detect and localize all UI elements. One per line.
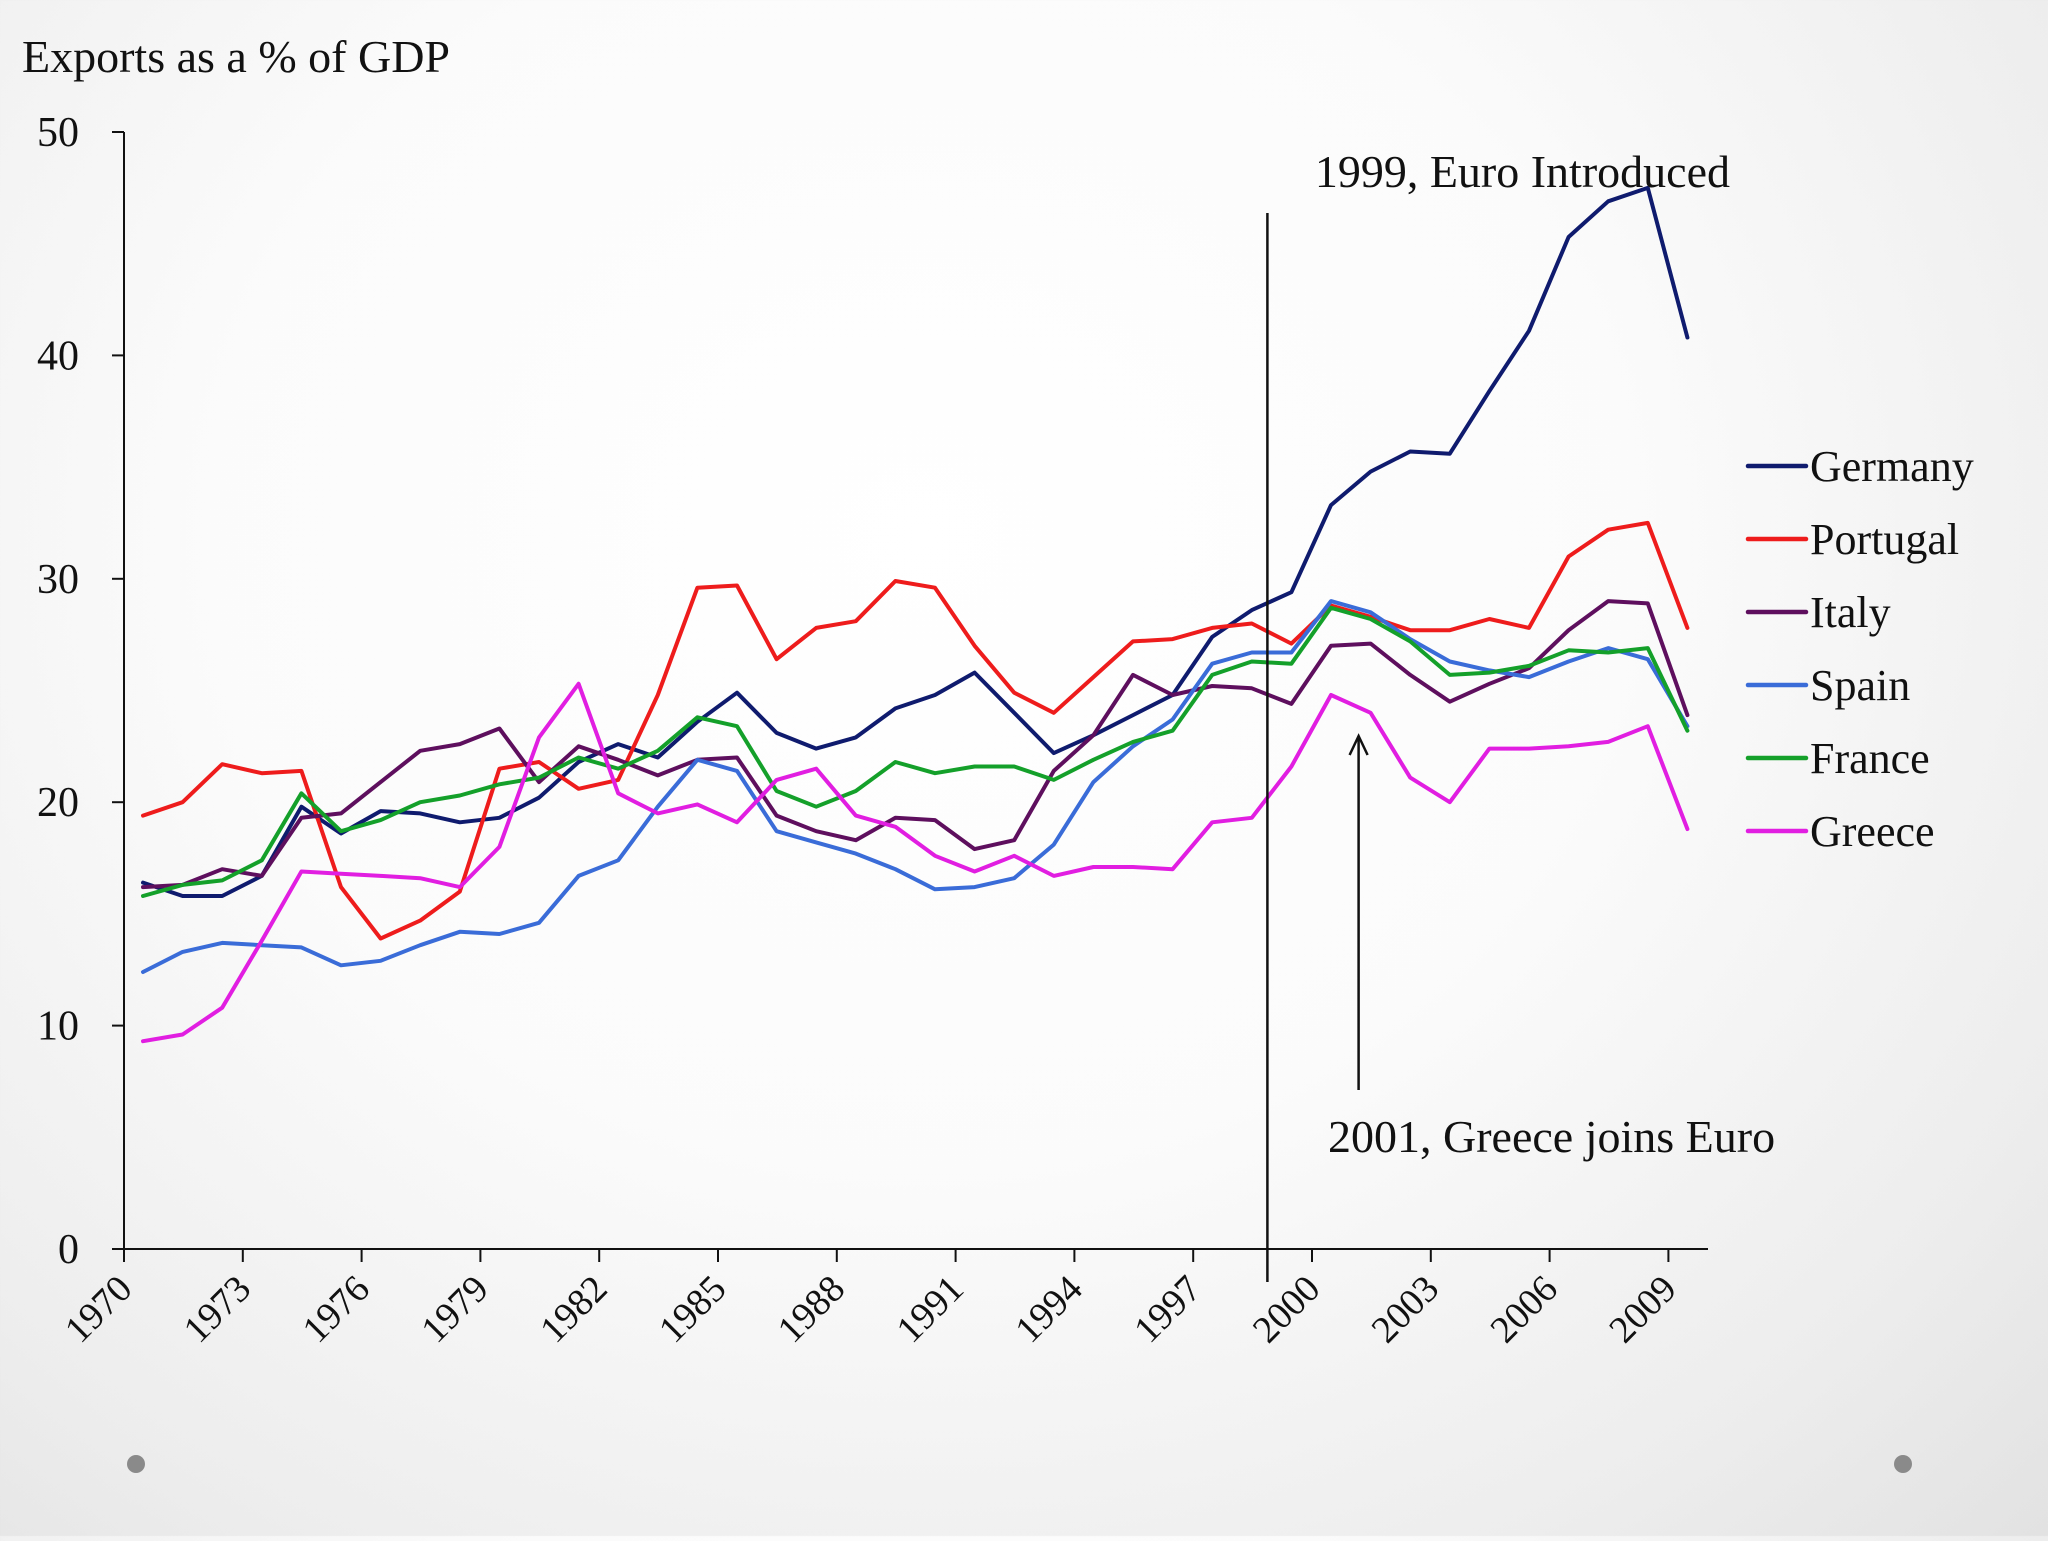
y-axis: 0 10 20 30 40 50 xyxy=(37,110,125,1273)
series-line-spain xyxy=(141,599,1690,974)
chart-title: Exports as a % of GDP xyxy=(22,31,450,82)
legend-label-france: France xyxy=(1810,734,1930,783)
legend-label-greece: Greece xyxy=(1810,807,1935,856)
series-line-france xyxy=(141,605,1690,898)
greece-joins-arrowhead xyxy=(1348,733,1369,756)
legend-label-spain: Spain xyxy=(1810,661,1910,710)
slide-bullet-left xyxy=(127,1455,145,1473)
x-tick-label: 1988 xyxy=(770,1268,853,1351)
legend-label-italy: Italy xyxy=(1810,588,1891,637)
x-axis: 1970 1973 1976 1979 1982 1985 1988 1991 1994 1997… xyxy=(57,1248,1708,1351)
y-tick-label: 10 xyxy=(37,1004,79,1050)
series-lines xyxy=(141,185,1690,1044)
x-tick-label: 2009 xyxy=(1601,1268,1684,1351)
x-tick-label: 1991 xyxy=(889,1268,972,1351)
series-line-italy xyxy=(141,599,1690,890)
series-line-greece xyxy=(141,681,1690,1044)
x-tick-label: 1973 xyxy=(176,1268,259,1351)
y-tick-label: 20 xyxy=(37,780,79,826)
x-tick-label: 2000 xyxy=(1245,1268,1328,1351)
y-tick-label: 30 xyxy=(37,557,79,603)
x-tick-label: 1970 xyxy=(57,1268,140,1351)
greece-joins-annotation: 2001, Greece joins Euro xyxy=(1328,1111,1775,1162)
legend: Germany Portugal Italy Spain France Greece xyxy=(1745,442,1974,856)
series-line-germany xyxy=(141,185,1690,898)
x-tick-label: 1994 xyxy=(1007,1268,1090,1351)
x-tick-label: 1976 xyxy=(295,1268,378,1351)
y-tick-label: 40 xyxy=(37,333,79,379)
euro-introduced-annotation: 1999, Euro Introduced xyxy=(1315,146,1730,197)
x-tick-label: 1997 xyxy=(1126,1268,1209,1351)
y-tick-label: 0 xyxy=(58,1227,79,1273)
legend-label-portugal: Portugal xyxy=(1810,515,1959,564)
slide-bullet-right xyxy=(1894,1455,1912,1473)
y-tick-label: 50 xyxy=(37,110,79,156)
series-line-portugal xyxy=(141,520,1690,941)
x-tick-label: 1982 xyxy=(532,1268,615,1351)
x-tick-label: 1979 xyxy=(413,1268,496,1351)
legend-label-germany: Germany xyxy=(1810,442,1974,491)
x-tick-label: 2003 xyxy=(1364,1268,1447,1351)
x-tick-label: 2006 xyxy=(1483,1268,1566,1351)
x-tick-label: 1985 xyxy=(651,1268,734,1351)
